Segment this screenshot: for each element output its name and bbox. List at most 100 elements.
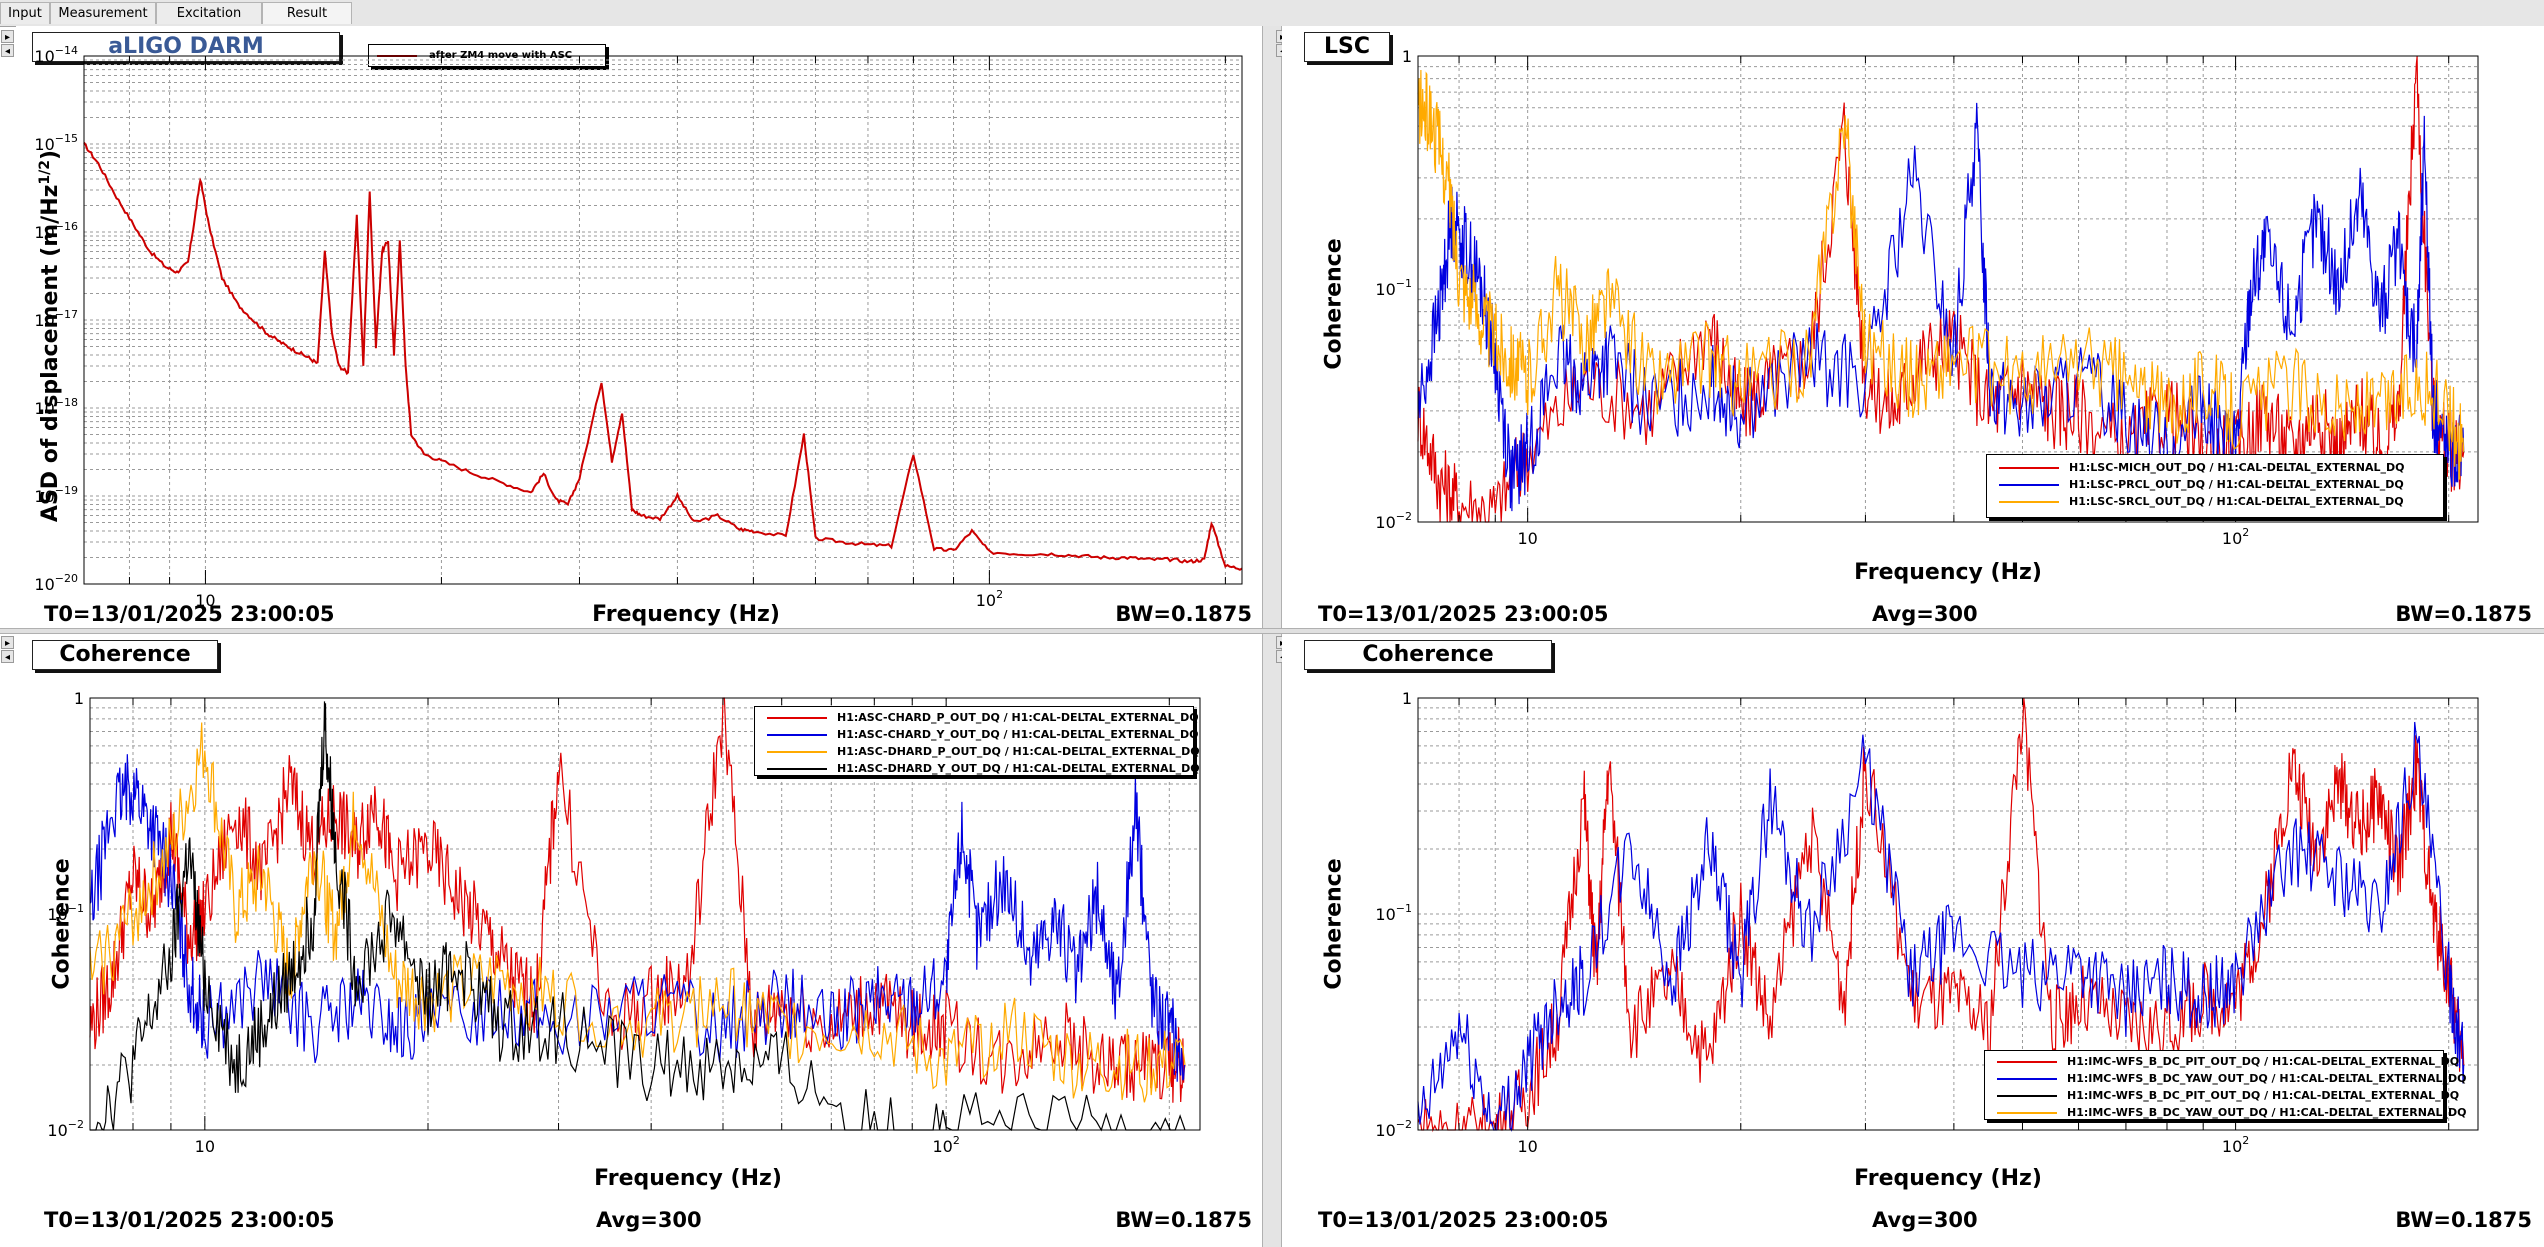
y-tick-label: 10−20 (34, 572, 78, 594)
y-tick-label-base: 10 (1375, 513, 1395, 532)
x-tick-label: 102 (2222, 1134, 2249, 1156)
y-tick-label: 10−14 (34, 44, 78, 66)
imc-coherence-plot[interactable]: 10 102 1 10−1 10−2 (1282, 634, 2544, 1247)
y-axis-label: ASD of displacement (m/Hz1/2) (37, 150, 63, 522)
x-tick-label: 102 (976, 588, 1003, 610)
y-tick-label-base: 10 (34, 399, 54, 418)
legend-entry: H1:IMC-WFS_B_DC_YAW_OUT_DQ / H1:CAL-DELT… (1985, 1070, 2466, 1087)
legend-entry: H1:LSC-PRCL_OUT_DQ / H1:CAL-DELTAL_EXTER… (1987, 476, 2443, 493)
y-axis-label-end: ) (38, 149, 64, 160)
legend-entry: H1:LSC-MICH_OUT_DQ / H1:CAL-DELTAL_EXTER… (1987, 459, 2443, 476)
y-tick-label-sup: −2 (68, 1118, 84, 1131)
y-tick-label-base: 10 (34, 575, 54, 594)
y-tick-label: 10−1 (47, 902, 84, 924)
plot-frame (1417, 697, 2479, 1131)
y-tick-label-base: 10 (1375, 905, 1395, 924)
y-tick-label-sup: −1 (68, 902, 84, 915)
darm-plot[interactable]: 10 102 10−14 10−15 10−16 10−17 10−18 10−19 10−20 (16, 26, 1262, 628)
y-tick-label-sup: −2 (1396, 1118, 1412, 1131)
legend-entry: H1:IMC-WFS_B_DC_PIT_OUT_DQ / H1:CAL-DELT… (1985, 1053, 2459, 1070)
legend-label: H1:ASC-DHARD_P_OUT_DQ / H1:CAL-DELTAL_EX… (837, 745, 1200, 758)
x-tick-label-sup: 2 (2242, 526, 2249, 539)
legend-entry: H1:IMC-WFS_B_DC_PIT_OUT_DQ / H1:CAL-DELT… (1985, 1087, 2459, 1104)
legend-label: H1:ASC-CHARD_Y_OUT_DQ / H1:CAL-DELTAL_EX… (837, 728, 1199, 741)
tab-input[interactable]: Input (0, 2, 50, 24)
legend-swatch (1997, 1061, 2057, 1063)
footer-avg: Avg=300 (596, 1208, 702, 1232)
x-tick-label-sup: 2 (996, 588, 1003, 601)
legend-label: H1:LSC-MICH_OUT_DQ / H1:CAL-DELTAL_EXTER… (2069, 461, 2405, 474)
legend-swatch (767, 717, 827, 719)
pad-menu-arrow-3[interactable]: ▸ (1, 636, 14, 649)
legend-label: H1:ASC-DHARD_Y_OUT_DQ / H1:CAL-DELTAL_EX… (837, 762, 1200, 775)
pad-menu-arrow-3b[interactable]: ◂ (1, 650, 14, 663)
y-tick-label-sup: −14 (55, 44, 78, 57)
series-line (1417, 69, 2465, 480)
y-tick-label-sup: −16 (55, 220, 78, 233)
legend-entry: H1:ASC-CHARD_Y_OUT_DQ / H1:CAL-DELTAL_EX… (755, 726, 1199, 743)
legend-entry: H1:LSC-SRCL_OUT_DQ / H1:CAL-DELTAL_EXTER… (1987, 493, 2443, 510)
tab-excitation[interactable]: Excitation (156, 2, 262, 24)
legend-label: H1:LSC-PRCL_OUT_DQ / H1:CAL-DELTAL_EXTER… (2069, 478, 2404, 491)
pad-menu-arrow-1b[interactable]: ◂ (1, 44, 14, 57)
tab-bar: Input Measurement Excitation Result (0, 0, 2544, 27)
panel-lsc: LSC 10 102 1 10−1 10−2 H1:LSC-MICH_OUT_DQ / … (1282, 26, 2544, 628)
y-tick-label-base: 10 (47, 1121, 67, 1140)
x-tick-label: 10 (1517, 529, 1537, 548)
footer-avg: Avg=300 (1872, 1208, 1978, 1232)
y-tick-label-sup: −17 (55, 308, 78, 321)
y-tick-label-base: 10 (1375, 1121, 1395, 1140)
legend-label: H1:LSC-SRCL_OUT_DQ / H1:CAL-DELTAL_EXTER… (2069, 495, 2404, 508)
pad-menu-arrow-1[interactable]: ▸ (1, 30, 14, 43)
tab-measurement[interactable]: Measurement (50, 2, 156, 24)
y-axis-label: Coherence (49, 858, 75, 990)
x-axis-label: Frequency (Hz) (1854, 560, 2042, 585)
y-tick-label: 10−19 (34, 484, 78, 506)
plot-frame (1417, 55, 2479, 523)
x-axis-label: Frequency (Hz) (592, 602, 780, 627)
y-axis-label: Coherence (1321, 858, 1347, 990)
lsc-plot[interactable]: 10 102 1 10−1 10−2 (1282, 26, 2544, 628)
horizontal-splitter-left[interactable] (0, 628, 2544, 634)
series-line (83, 141, 1243, 571)
y-tick-label: 1 (1402, 47, 1412, 66)
legend-entry: H1:ASC-DHARD_P_OUT_DQ / H1:CAL-DELTAL_EX… (755, 743, 1200, 760)
tick-marks (89, 698, 1170, 1130)
footer-bw: BW=0.1875 (1115, 1208, 1252, 1232)
footer-bw: BW=0.1875 (2395, 602, 2532, 626)
series-line (1417, 721, 2465, 1132)
y-tick-label-sup: −18 (55, 396, 78, 409)
legend-swatch (1999, 501, 2059, 503)
y-tick-label: 10−18 (34, 396, 78, 418)
footer-t0: T0=13/01/2025 23:00:05 (1318, 1208, 1609, 1232)
chart-legend: H1:IMC-WFS_B_DC_PIT_OUT_DQ / H1:CAL-DELT… (1984, 1050, 2466, 1120)
footer-t0: T0=13/01/2025 23:00:05 (1318, 602, 1609, 626)
footer-avg: Avg=300 (1872, 602, 1978, 626)
y-tick-label: 10−1 (1375, 902, 1412, 924)
x-tick-label: 10 (1517, 1137, 1537, 1156)
panel-title: Coherence (32, 640, 218, 670)
footer-t0: T0=13/01/2025 23:00:05 (44, 602, 335, 626)
y-tick-label: 10−2 (1375, 1118, 1412, 1140)
x-tick-label-sup: 2 (953, 1134, 960, 1147)
footer-bw: BW=0.1875 (1115, 602, 1252, 626)
x-axis-label: Frequency (Hz) (1854, 1166, 2042, 1191)
legend-swatch (767, 734, 827, 736)
y-tick-label-sup: −2 (1396, 510, 1412, 523)
legend-swatch (767, 751, 827, 753)
x-tick-label: 102 (932, 1134, 959, 1156)
y-tick-label: 10−2 (47, 1118, 84, 1140)
y-tick-label: 10−16 (34, 220, 78, 242)
tick-marks (83, 56, 1226, 584)
y-tick-label-base: 10 (34, 223, 54, 242)
tab-result[interactable]: Result (262, 2, 352, 24)
y-axis-label: Coherence (1321, 238, 1347, 370)
x-axis-label: Frequency (Hz) (594, 1166, 782, 1191)
y-tick-label: 1 (1402, 689, 1412, 708)
y-tick-label: 1 (74, 689, 84, 708)
y-tick-label-base: 10 (34, 487, 54, 506)
y-axis-label-sup: 1/2 (36, 159, 53, 185)
footer-bw: BW=0.1875 (2395, 1208, 2532, 1232)
